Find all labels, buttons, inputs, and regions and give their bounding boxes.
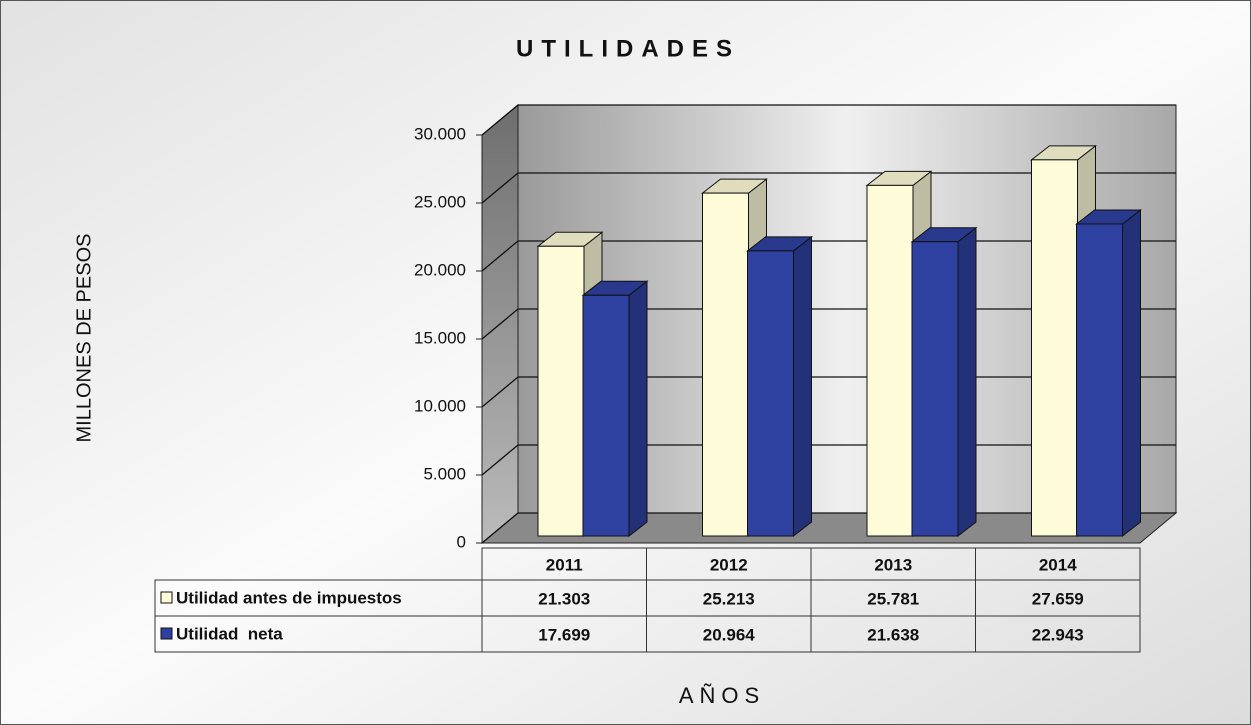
x-tick-label: 2013	[874, 555, 912, 574]
grid-line	[481, 104, 1176, 136]
y-tick-label: 0	[457, 532, 466, 551]
data-label: 25.213	[703, 589, 755, 608]
bar-side	[1122, 208, 1141, 538]
bar-side	[793, 235, 812, 538]
grid-line	[481, 172, 1176, 204]
bar	[702, 192, 749, 537]
bar	[866, 184, 914, 537]
x-tick-label: 2011	[546, 555, 583, 574]
data-label: 25.781	[867, 589, 919, 608]
bar	[747, 250, 794, 537]
legend-label: Utilidad neta	[176, 624, 283, 643]
y-axis-label: MILLONES DE PESOS	[73, 234, 95, 443]
bar	[1031, 159, 1078, 537]
chart-title: UTILIDADES	[516, 35, 740, 62]
data-label: 20.964	[703, 625, 756, 644]
data-label: 21.303	[538, 589, 590, 608]
legend-swatch	[160, 591, 173, 604]
legend-swatch	[160, 627, 173, 640]
y-tick-label: 15.000	[414, 328, 466, 347]
y-tick-label: 25.000	[414, 192, 466, 211]
x-tick-label: 2012	[710, 555, 748, 574]
legend-label: Utilidad antes de impuestos	[176, 588, 402, 607]
y-tick-label: 10.000	[414, 396, 466, 415]
data-label: 27.659	[1032, 589, 1084, 608]
bar	[582, 294, 630, 537]
bar	[911, 241, 959, 537]
bar-side	[628, 280, 648, 538]
y-tick-label: 20.000	[414, 260, 466, 279]
bar-side	[957, 226, 977, 538]
bar	[537, 245, 585, 537]
y-tick-label: 30.000	[414, 124, 466, 143]
data-label: 21.638	[867, 625, 919, 644]
y-tick-label: 5.000	[423, 464, 466, 483]
data-label: 17.699	[538, 625, 590, 644]
data-label: 22.943	[1032, 625, 1084, 644]
bar	[1076, 223, 1123, 537]
x-tick-label: 2014	[1039, 555, 1077, 574]
x-axis-label: AÑOS	[679, 683, 765, 708]
